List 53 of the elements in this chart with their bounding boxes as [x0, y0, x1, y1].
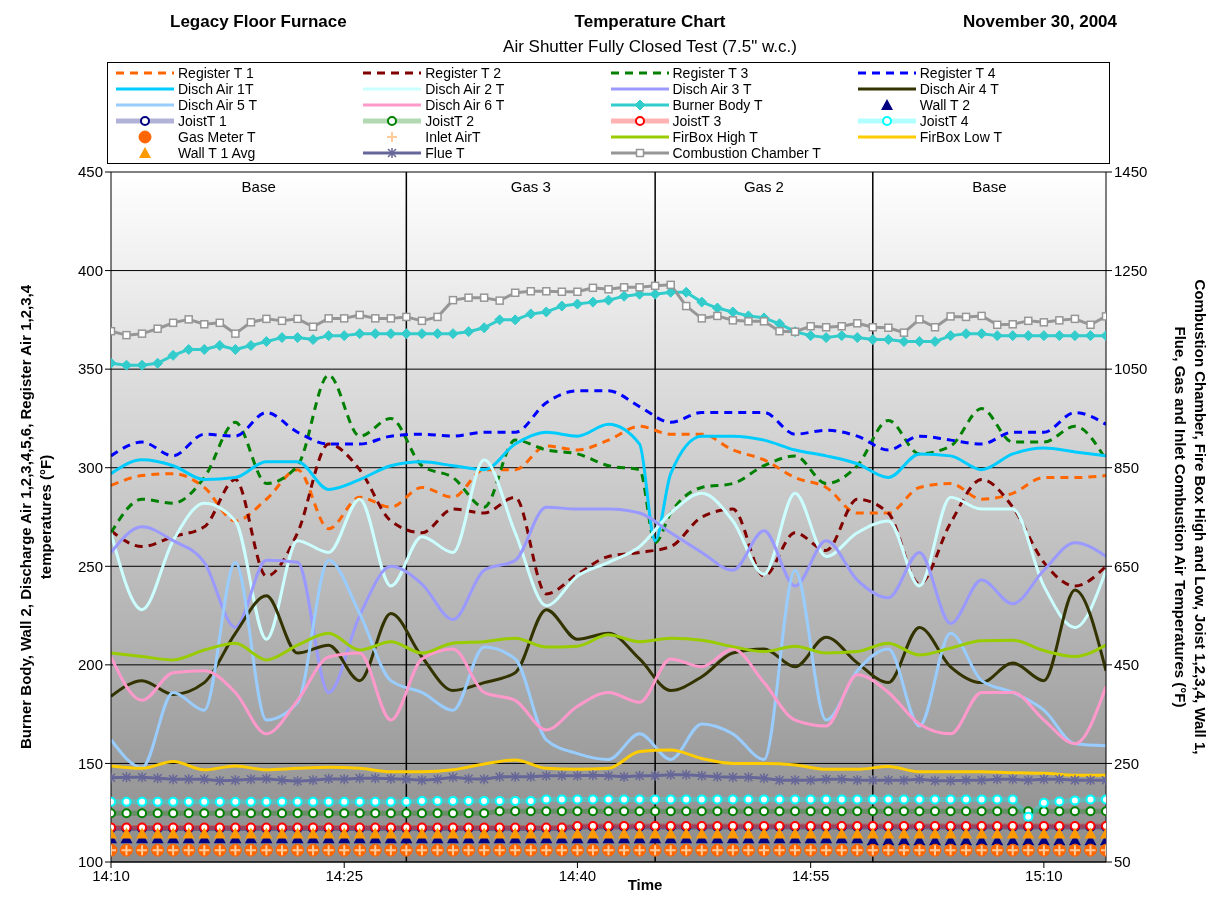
y2-tick-label: 450: [1114, 656, 1140, 674]
y-tick-label: 400: [77, 261, 103, 279]
y-tick-label: 350: [77, 360, 103, 378]
y-tick-label: 450: [77, 163, 103, 181]
y-tick-label: 250: [77, 557, 103, 575]
legend-label: Flue T: [425, 145, 465, 161]
x-tick-label: 14:25: [325, 866, 363, 884]
legend-label: Disch Air 6 T: [425, 97, 505, 113]
legend-label: FirBox Low T: [919, 129, 1002, 145]
legend-label: Gas Meter T: [178, 129, 256, 145]
y-tick-label: 150: [77, 754, 103, 772]
y2-tick-label: 1050: [1114, 360, 1148, 378]
x-tick-label: 15:10: [1025, 866, 1063, 884]
annotation: Gas 2: [742, 178, 785, 195]
annotation: Gas 3: [509, 178, 552, 195]
legend-label: JoistT 2: [425, 113, 475, 129]
annotation: Base: [240, 178, 277, 195]
y-axis-title: Burner Body, Wall 2, Discharge Air 1,2,3,4,5,6, Register Air 1,2,3,4 temperatures (°F): [16, 283, 55, 752]
y2-tick-label: 650: [1114, 557, 1140, 575]
legend-label: Disch Air 4 T: [919, 81, 999, 97]
legend-label: Inlet AirT: [425, 129, 481, 145]
legend-label: Wall T 2: [919, 97, 971, 113]
chart-subtitle: Air Shutter Fully Closed Test (7.5" w.c.): [502, 37, 798, 57]
legend-label: Burner Body T: [672, 97, 763, 113]
legend-label: Wall T 1 Avg: [178, 145, 256, 161]
chart-title: Temperature Chart: [573, 12, 727, 32]
legend-label: Register T 3: [672, 65, 749, 81]
legend-label: Register T 4: [919, 65, 996, 81]
y-tick-label: 300: [77, 459, 103, 477]
legend-label: Disch Air 2 T: [425, 81, 505, 97]
legend-label: Combustion Chamber T: [672, 145, 821, 161]
y2-tick-label: 250: [1114, 754, 1140, 772]
legend-label: Disch Air 1T: [178, 81, 254, 97]
y2-tick-label: 50: [1114, 853, 1131, 871]
y2-tick-label: 850: [1114, 459, 1140, 477]
y2-axis-title: Combustion Chamber, Fire Box High and Low, Joist 1,2,3,4, Wall 1, Flue, Gas and Inlet Combustion Air Temperatures (°F): [1171, 278, 1210, 757]
legend-label: JoistT 3: [672, 113, 722, 129]
legend-label: JoistT 1: [178, 113, 227, 129]
legend-label: FirBox High T: [672, 129, 758, 145]
y2-tick-label: 1250: [1114, 261, 1148, 279]
text: Legacy Floor Furnace: [170, 12, 347, 32]
x-axis-title: Time: [627, 876, 663, 893]
y2-tick-label: 1450: [1114, 163, 1148, 181]
legend-label: JoistT 4: [919, 113, 969, 129]
x-tick-label: 14:55: [791, 866, 830, 884]
legend-label: Disch Air 5 T: [178, 97, 258, 113]
annotation: Base: [971, 178, 1008, 195]
y-tick-label: 200: [77, 656, 103, 674]
legend-label: Register T 2: [425, 65, 501, 81]
text: November 30, 2004: [962, 12, 1117, 32]
legend-label: Disch Air 3 T: [672, 81, 752, 97]
legend-label: Register T 1: [178, 65, 254, 81]
x-tick-label: 14:40: [558, 866, 597, 884]
